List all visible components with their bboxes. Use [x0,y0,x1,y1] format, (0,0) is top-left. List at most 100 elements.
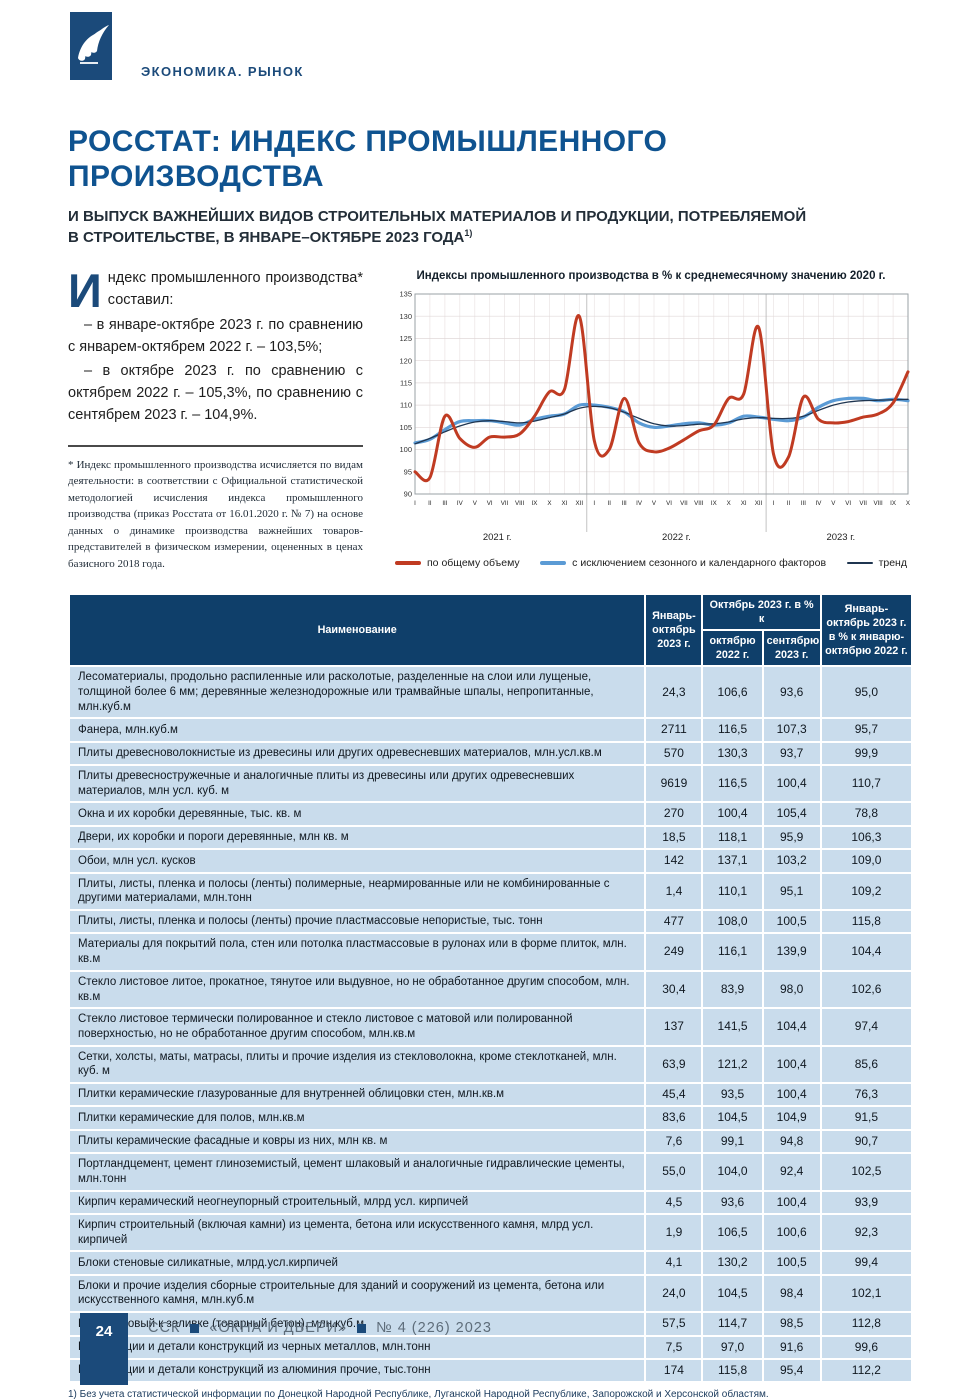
svg-text:130: 130 [399,312,412,321]
svg-text:VII: VII [680,500,688,507]
product-name-cell: Фанера, млн.куб.м [67,717,647,743]
svg-text:XI: XI [741,500,747,507]
value-cell: 102,6 [819,969,914,1010]
table-row: Лесоматериалы, продольно распиленные или… [67,665,914,720]
product-name-cell: Блоки стеновые силикатные, млрд.усл.кирп… [67,1250,647,1276]
table-row: Плиты, листы, пленка и полосы (ленты) пр… [67,908,914,935]
chart-column: Индексы промышленного производства в % к… [389,268,913,575]
value-cell: 107,3 [761,717,822,743]
value-cell: 121,2 [701,1044,764,1085]
value-cell: 109,0 [819,848,914,874]
chart-legend: по общему объему с исключением сезонного … [389,557,913,569]
intro-paragraph-2: – в январе-октябре 2023 г. по сравнению … [68,316,363,355]
value-cell: 99,4 [819,1250,914,1276]
table-row: Обои, млн усл. кусков 142 137,1 103,2 109,0 [67,848,914,874]
product-name-cell: Стекло листовое литое, прокатное, тянуто… [67,969,647,1010]
svg-text:II: II [787,500,791,507]
legend-item: с исключением сезонного и календарного ф… [540,557,826,569]
value-cell: 93,9 [819,1189,914,1215]
svg-text:X: X [547,500,551,507]
svg-text:III: III [442,500,447,507]
table-row: Сетки, холсты, маты, матрасы, плиты и пр… [67,1044,914,1085]
value-cell: 91,6 [761,1334,822,1360]
page-number-box: 24 [80,1313,128,1385]
svg-text:90: 90 [404,490,412,499]
value-cell: 95,1 [761,871,822,911]
value-cell: 83,9 [701,969,764,1010]
svg-text:V: V [473,500,478,507]
value-cell: 100,4 [761,764,822,804]
value-cell: 93,6 [701,1189,764,1215]
value-cell: 100,4 [761,1082,822,1108]
value-cell: 98,5 [761,1311,822,1337]
table-row: Кирпич керамический неогнеупорный строит… [67,1189,914,1215]
footer-text: «ОКНА И ДВЕРИ» [209,1320,348,1336]
column-header-name: Наименование [67,593,647,668]
product-name-cell: Материалы для покрытий пола, стен или по… [67,932,647,972]
table-row: Блоки стеновые силикатные, млрд.усл.кирп… [67,1250,914,1276]
publisher-logo-icon [78,25,109,64]
svg-text:II: II [428,500,432,507]
value-cell: 116,1 [701,932,764,972]
svg-text:VIII: VIII [515,500,525,507]
methodology-footnote: * Индекс промышленного производства исчи… [68,458,363,570]
intro-paragraph-3: – в октябре 2023 г. по сравнению с октяб… [68,363,363,423]
column-header-oct-2023-pct: Октябрь 2023 г. в % к [701,593,822,632]
value-cell: 106,6 [701,665,764,720]
production-index-chart: 90 95 100 105 110 115 120 125 130 135 2021 г. 2022 … [389,286,913,553]
product-name-cell: Окна и их коробки деревянные, тыс. кв. м [67,801,647,827]
value-cell: 100,5 [761,1250,822,1276]
value-cell: 95,7 [819,717,914,743]
value-cell: 45,4 [644,1082,704,1108]
svg-text:VI: VI [487,500,493,507]
value-cell: 55,0 [644,1152,704,1192]
value-cell: 99,6 [819,1334,914,1360]
svg-text:IV: IV [636,500,643,507]
svg-text:2023 г.: 2023 г. [826,532,855,543]
table-row: Плиты, листы, пленка и полосы (ленты) по… [67,871,914,911]
table-row: Плитки керамические для полов, млн.кв.м 8… [67,1105,914,1131]
value-cell: 99,1 [701,1128,764,1155]
value-cell: 98,0 [761,969,822,1010]
value-cell: 92,3 [819,1212,914,1253]
value-cell: 116,5 [701,717,764,743]
svg-text:2021 г.: 2021 г. [483,532,512,543]
section-rubric: ЭКОНОМИКА. РЫНОК [141,64,304,79]
table-row: Окна и их коробки деревянные, тыс. кв. м… [67,801,914,827]
value-cell: 270 [644,801,704,827]
legend-label: по общему объему [427,557,520,570]
svg-text:X: X [906,500,910,507]
value-cell: 112,8 [819,1311,914,1337]
svg-text:120: 120 [399,357,412,366]
column-header-oct-2022: октябрю 2022 г. [701,629,764,668]
value-cell: 98,4 [761,1273,822,1314]
value-cell: 102,5 [819,1152,914,1192]
value-cell: 7,6 [644,1128,704,1155]
value-cell: 95,9 [761,824,822,851]
value-cell: 116,5 [701,764,764,804]
product-name-cell: Двери, их коробки и пороги деревянные, м… [67,824,647,851]
svg-text:I: I [414,500,416,507]
table-header: Наименование Январь-октябрь 2023 г. Октя… [67,593,914,668]
table-body: Лесоматериалы, продольно распиленные или… [67,665,914,1384]
value-cell: 7,5 [644,1334,704,1360]
column-header-sep-2023: сентябрю 2023 г. [761,629,822,668]
column-header-jan-oct-2023: Январь-октябрь 2023 г. [644,593,704,668]
page-subtitle-footnote-ref: 1) [464,228,473,239]
value-cell: 18,5 [644,824,704,851]
value-cell: 97,0 [701,1334,764,1360]
value-cell: 104,5 [701,1105,764,1131]
svg-text:I: I [773,500,775,507]
page-title-line2: ПРОИЗВОДСТВА [68,160,324,194]
value-cell: 1,9 [644,1212,704,1253]
value-cell: 93,7 [761,740,822,767]
value-cell: 100,5 [761,908,822,935]
value-cell: 100,4 [761,1189,822,1215]
legend-label: тренд [878,557,907,570]
value-cell: 95,4 [761,1357,822,1384]
table-row: Плитки керамические глазурованные для вн… [67,1082,914,1108]
product-name-cell: Плиты, листы, пленка и полосы (ленты) по… [67,871,647,911]
